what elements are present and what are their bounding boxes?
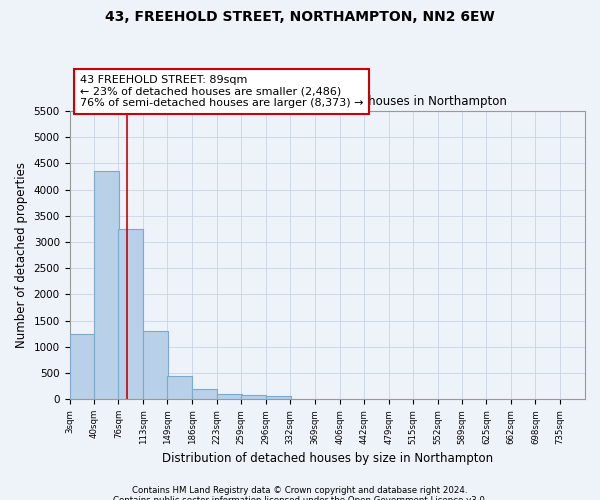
Title: Size of property relative to detached houses in Northampton: Size of property relative to detached ho… (148, 96, 507, 108)
Text: Contains HM Land Registry data © Crown copyright and database right 2024.: Contains HM Land Registry data © Crown c… (132, 486, 468, 495)
Bar (70, 334, 94, 399)
Bar (167, 376, 192, 399)
Bar (143, 331, 168, 399)
Bar (118, 229, 143, 399)
Y-axis label: Number of detached properties: Number of detached properties (15, 162, 28, 348)
Bar (94, 172, 119, 399)
Bar (266, 396, 291, 399)
Text: 43 FREEHOLD STREET: 89sqm
← 23% of detached houses are smaller (2,486)
76% of se: 43 FREEHOLD STREET: 89sqm ← 23% of detac… (80, 75, 364, 108)
X-axis label: Distribution of detached houses by size in Northampton: Distribution of detached houses by size … (162, 452, 493, 465)
Text: 43, FREEHOLD STREET, NORTHAMPTON, NN2 6EW: 43, FREEHOLD STREET, NORTHAMPTON, NN2 6E… (105, 10, 495, 24)
Bar (192, 388, 217, 399)
Bar (217, 394, 242, 399)
Text: Contains public sector information licensed under the Open Government Licence v3: Contains public sector information licen… (113, 496, 487, 500)
Bar (241, 396, 266, 399)
